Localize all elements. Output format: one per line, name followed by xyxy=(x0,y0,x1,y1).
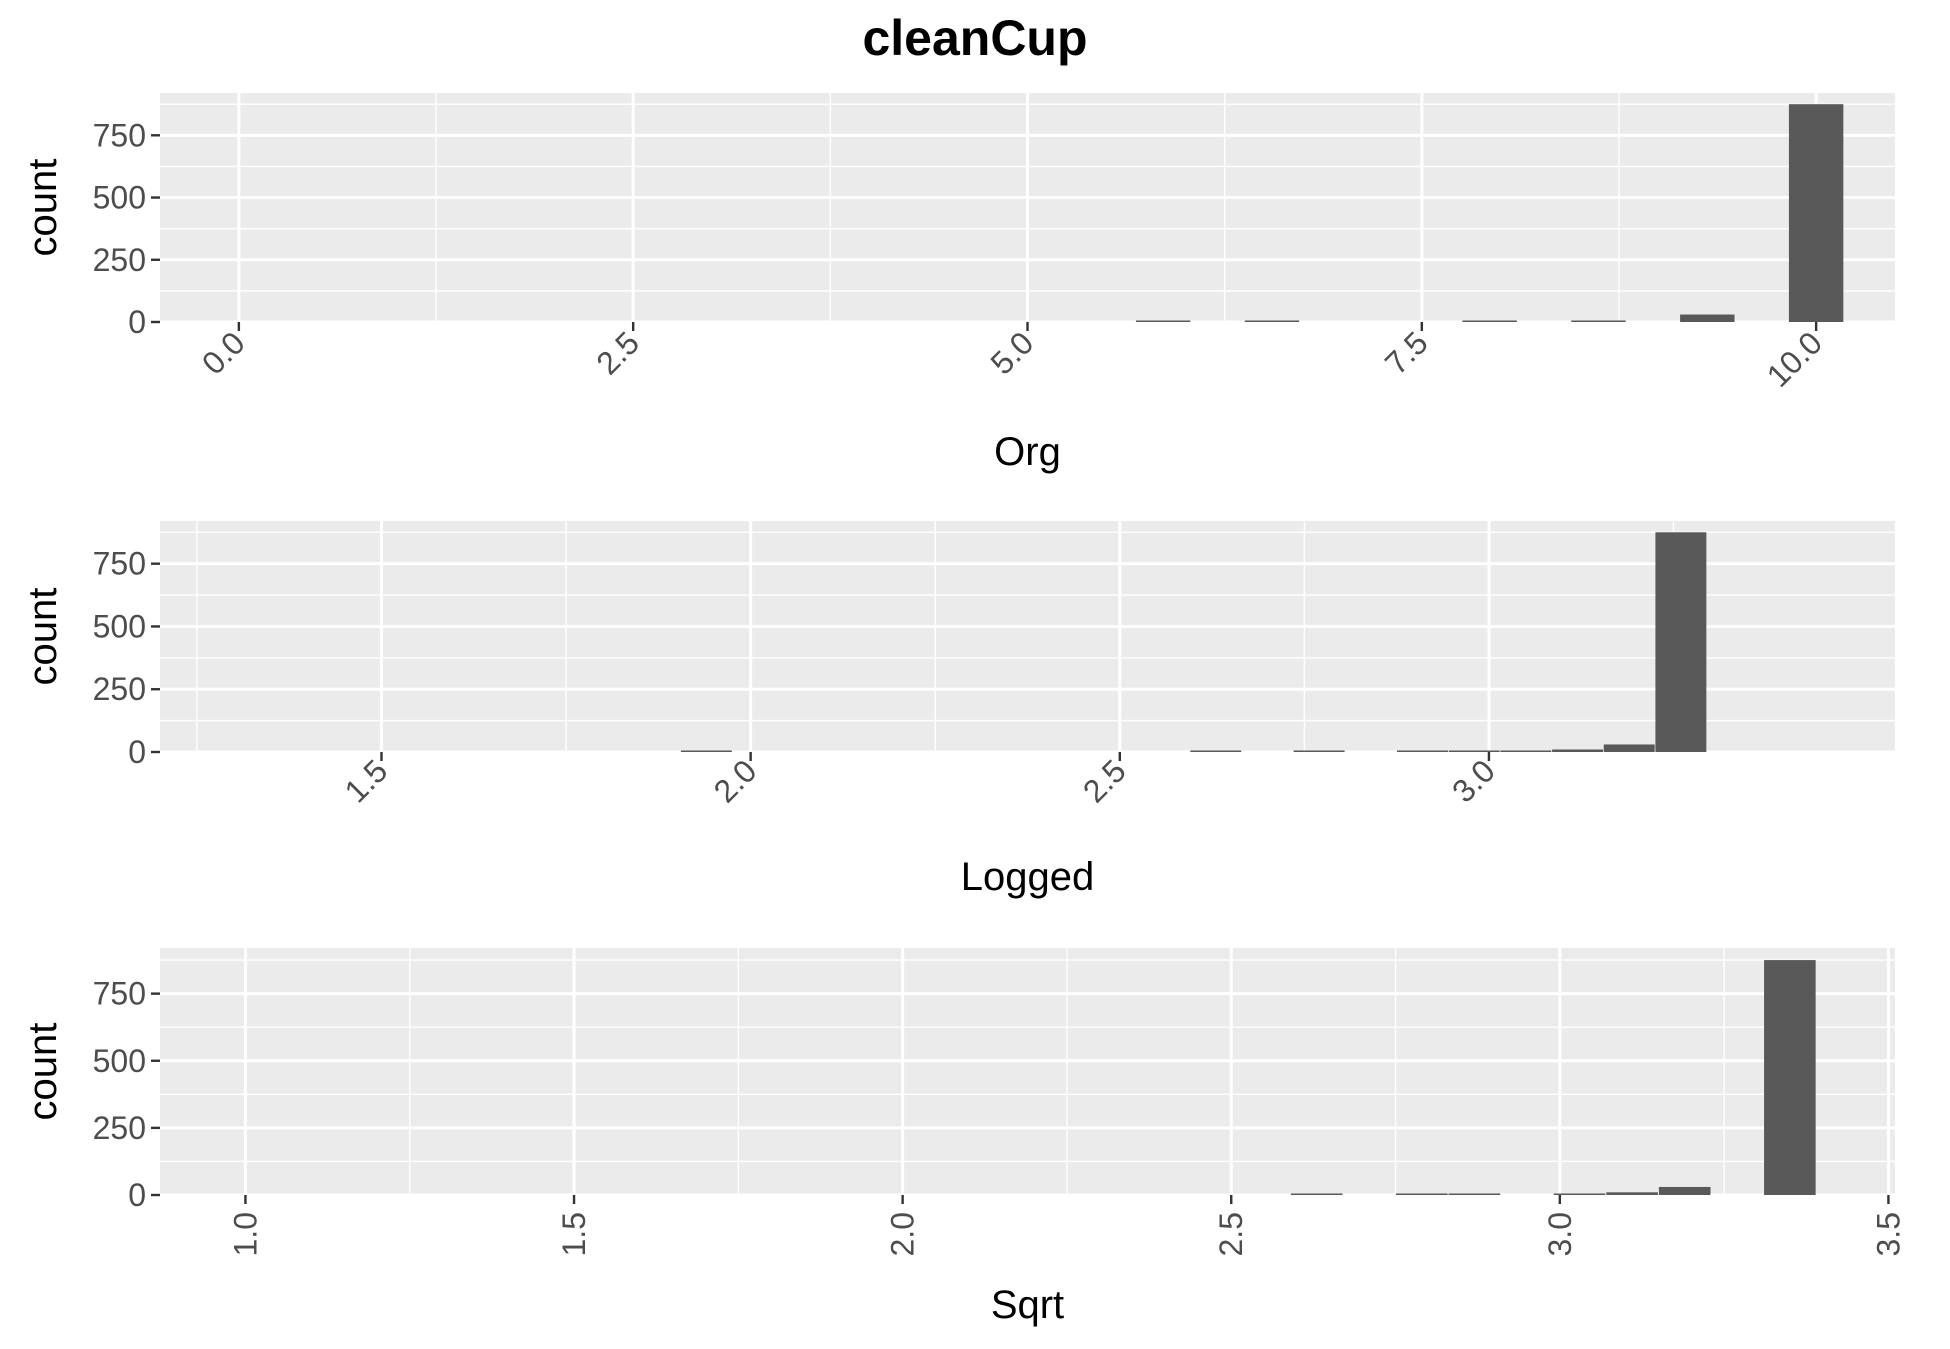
x-tick-label: 10.0 xyxy=(1760,324,1829,393)
x-axis-title: Org xyxy=(994,430,1061,474)
histogram-bar xyxy=(1764,960,1816,1195)
histogram-bar xyxy=(1552,749,1604,752)
x-tick-label: 7.5 xyxy=(1378,324,1435,381)
panel-sqrt: 0 250 500 750 1.0 1.5 2.0 2.5 3.0 3.5 Sqrt count xyxy=(21,948,1906,1327)
histogram-bar xyxy=(1448,750,1500,752)
histogram-bar xyxy=(1658,1186,1711,1195)
y-tick-label: 250 xyxy=(93,1110,146,1146)
x-tick-label: 0.0 xyxy=(195,324,252,381)
y-tick-label: 500 xyxy=(93,608,146,644)
histogram-bar xyxy=(680,750,732,752)
x-tick-label: 2.0 xyxy=(707,752,764,809)
histogram-bar xyxy=(1680,314,1735,322)
histogram-bar xyxy=(1448,1193,1501,1195)
histogram-bar xyxy=(1396,1193,1448,1195)
x-tick-label: 1.0 xyxy=(227,1212,263,1256)
x-axis-title: Logged xyxy=(961,855,1094,899)
x-tick-label: 5.0 xyxy=(984,324,1041,381)
panel-logged: 0 250 500 750 1.5 2.0 2.5 3.0 Logged count xyxy=(21,521,1895,899)
x-tick-label: 2.5 xyxy=(589,324,646,381)
y-axis-title: count xyxy=(21,588,65,686)
y-tick-label: 250 xyxy=(93,242,146,278)
histogram-bar xyxy=(1293,750,1345,752)
histogram-bar xyxy=(1397,750,1448,752)
y-tick-label: 750 xyxy=(93,976,146,1012)
y-tick-label: 0 xyxy=(128,734,146,770)
histogram-bar xyxy=(1244,320,1300,322)
histogram-bar xyxy=(1603,744,1655,752)
x-tick-label: 3.0 xyxy=(1542,1212,1578,1256)
panel-org: 0 250 500 750 0.0 2.5 5.0 7.5 10.0 Org count xyxy=(21,93,1895,474)
x-tick-label: 1.5 xyxy=(338,752,395,809)
histogram-bar xyxy=(1553,1193,1606,1195)
histogram-bar xyxy=(1462,320,1517,322)
x-tick-label: 3.0 xyxy=(1445,752,1502,809)
x-tick-label: 2.0 xyxy=(885,1212,921,1256)
y-tick-label: 0 xyxy=(128,304,146,340)
y-axis-title: count xyxy=(21,1023,65,1121)
x-tick-label: 2.5 xyxy=(1076,752,1133,809)
y-tick-label: 250 xyxy=(93,671,146,707)
chart-title: cleanCup xyxy=(862,10,1087,66)
panel-background xyxy=(160,521,1895,752)
histogram-bar xyxy=(1500,750,1552,752)
y-tick-label: 500 xyxy=(93,1043,146,1079)
y-tick-label: 500 xyxy=(93,180,146,216)
histogram-bar xyxy=(1135,320,1191,322)
histogram-bar xyxy=(1290,1193,1343,1195)
y-tick-label: 750 xyxy=(93,117,146,153)
x-axis-title: Sqrt xyxy=(991,1283,1064,1327)
histogram-bar xyxy=(1655,532,1707,752)
x-tick-label: 1.5 xyxy=(556,1212,592,1256)
panel-background xyxy=(160,948,1895,1195)
histogram-bar xyxy=(1606,1192,1658,1195)
x-tick-label: 2.5 xyxy=(1213,1212,1249,1256)
histogram-bar xyxy=(1571,320,1626,322)
y-tick-label: 750 xyxy=(93,546,146,582)
y-axis-title: count xyxy=(21,159,65,257)
x-tick-label: 3.5 xyxy=(1870,1212,1906,1256)
histogram-bar xyxy=(1788,104,1844,323)
histogram-bar xyxy=(1190,750,1242,752)
y-tick-label: 0 xyxy=(128,1177,146,1213)
